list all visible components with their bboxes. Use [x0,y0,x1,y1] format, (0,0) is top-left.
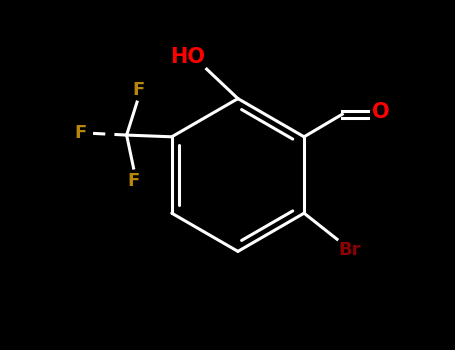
Text: F: F [75,124,87,142]
Text: Br: Br [339,241,361,259]
Text: F: F [127,172,140,190]
Text: F: F [133,81,145,99]
Text: O: O [372,103,389,122]
Text: HO: HO [170,47,205,67]
